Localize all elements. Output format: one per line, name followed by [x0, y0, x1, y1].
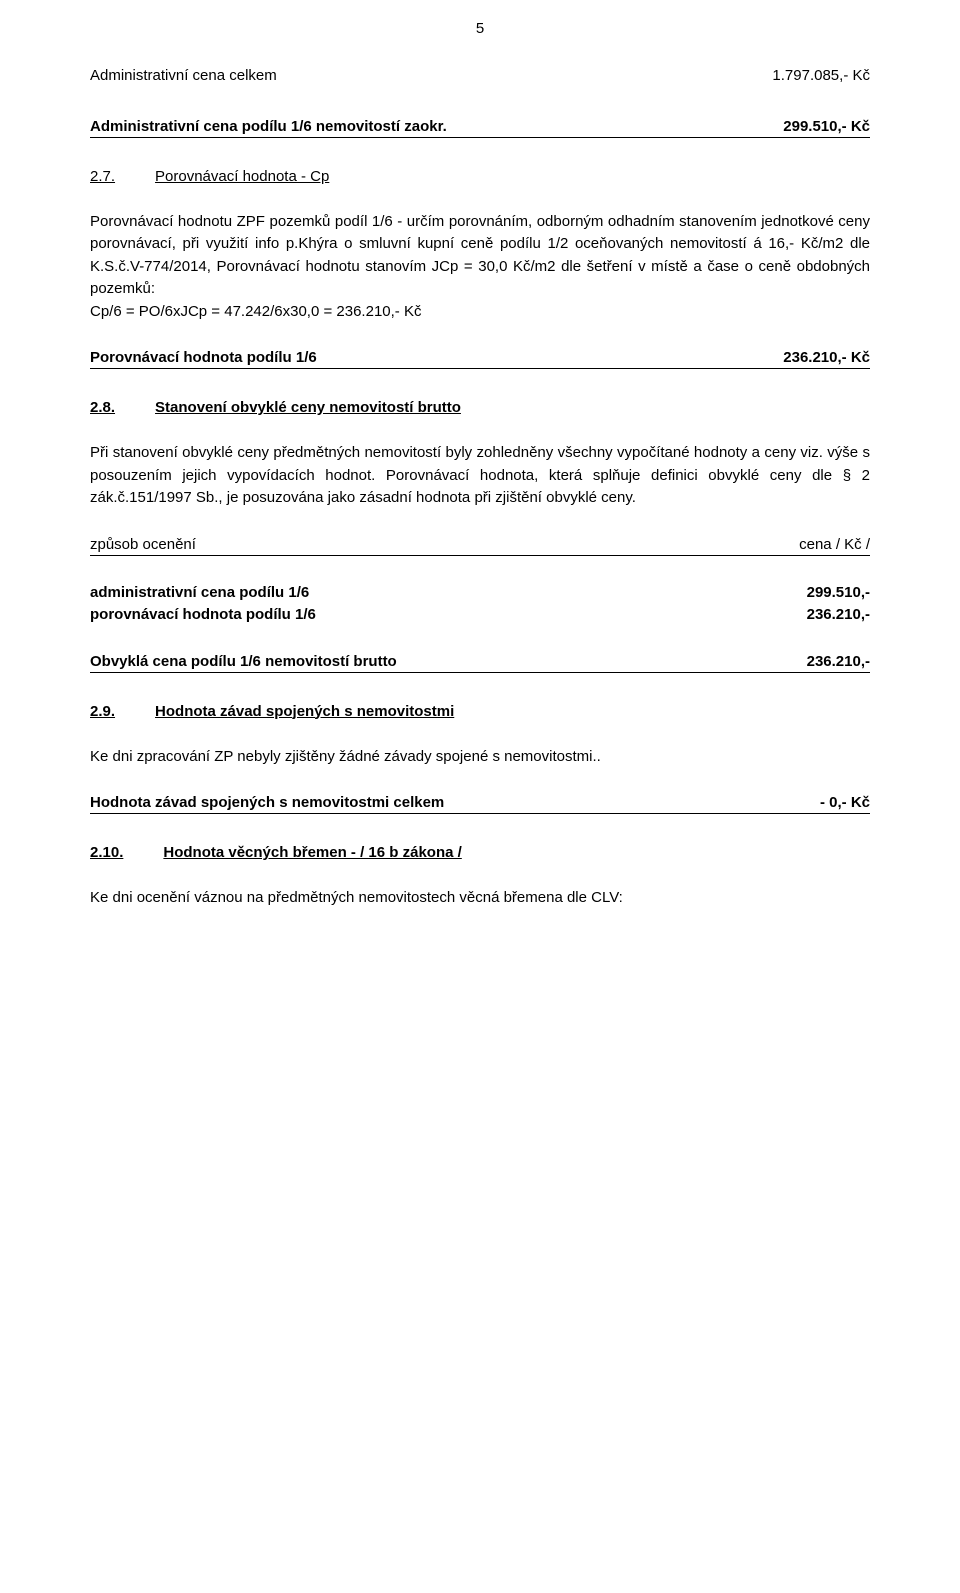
row-label: administrativní cena podílu 1/6: [90, 582, 309, 605]
section-2-10-title: Hodnota věcných břemen - / 16 b zákona /: [163, 844, 461, 861]
section-2-10-num: 2.10.: [90, 844, 123, 861]
admin-total-row: Administrativní cena celkem 1.797.085,- …: [90, 65, 870, 88]
section-2-8-result-label: Obvyklá cena podílu 1/6 nemovitostí brut…: [90, 653, 397, 670]
row-value: 299.510,-: [807, 582, 870, 605]
row-label: porovnávací hodnota podílu 1/6: [90, 604, 316, 627]
table-row: porovnávací hodnota podílu 1/6 236.210,-: [90, 604, 870, 627]
table-row: administrativní cena podílu 1/6 299.510,…: [90, 582, 870, 605]
section-2-7-heading: 2.7. Porovnávací hodnota - Cp: [90, 168, 870, 185]
section-2-7-calc: Cp/6 = PO/6xJCp = 47.242/6x30,0 = 236.21…: [90, 301, 870, 324]
document-page: 5 Administrativní cena celkem 1.797.085,…: [0, 0, 960, 1593]
section-2-9-para: Ke dni zpracování ZP nebyly zjištěny žád…: [90, 746, 870, 769]
section-2-8-result-row: Obvyklá cena podílu 1/6 nemovitostí brut…: [90, 653, 870, 673]
admin-share-row: Administrativní cena podílu 1/6 nemovito…: [90, 118, 870, 138]
method-row: způsob ocenění cena / Kč /: [90, 536, 870, 556]
section-2-7-result-value: 236.210,- Kč: [783, 349, 870, 366]
section-2-9-title: Hodnota závad spojených s nemovitostmi: [155, 703, 454, 720]
section-2-7-result-label: Porovnávací hodnota podílu 1/6: [90, 349, 317, 366]
section-2-10-para: Ke dni ocenění váznou na předmětných nem…: [90, 887, 870, 910]
method-value: cena / Kč /: [799, 536, 870, 553]
section-2-7-result-row: Porovnávací hodnota podílu 1/6 236.210,-…: [90, 349, 870, 369]
section-2-10-heading: 2.10. Hodnota věcných břemen - / 16 b zá…: [90, 844, 870, 861]
admin-total-value: 1.797.085,- Kč: [772, 65, 870, 88]
page-number: 5: [90, 20, 870, 37]
admin-share-value: 299.510,- Kč: [783, 118, 870, 135]
admin-total-label: Administrativní cena celkem: [90, 65, 277, 88]
section-2-9-heading: 2.9. Hodnota závad spojených s nemovitos…: [90, 703, 870, 720]
row-value: 236.210,-: [807, 604, 870, 627]
section-2-8-para: Při stanovení obvyklé ceny předmětných n…: [90, 442, 870, 510]
admin-share-label: Administrativní cena podílu 1/6 nemovito…: [90, 118, 447, 135]
section-2-9-result-label: Hodnota závad spojených s nemovitostmi c…: [90, 794, 444, 811]
section-2-8-result-value: 236.210,-: [807, 653, 870, 670]
section-2-8-heading: 2.8. Stanovení obvyklé ceny nemovitostí …: [90, 399, 870, 416]
section-2-9-num: 2.9.: [90, 703, 115, 720]
method-label: způsob ocenění: [90, 536, 196, 553]
section-2-7-title: Porovnávací hodnota - Cp: [155, 168, 329, 185]
section-2-9-result-value: - 0,- Kč: [820, 794, 870, 811]
section-2-9-result-row: Hodnota závad spojených s nemovitostmi c…: [90, 794, 870, 814]
section-2-7-num: 2.7.: [90, 168, 115, 185]
section-2-7-para: Porovnávací hodnotu ZPF pozemků podíl 1/…: [90, 211, 870, 301]
section-2-8-title: Stanovení obvyklé ceny nemovitostí brutt…: [155, 399, 461, 416]
section-2-8-num: 2.8.: [90, 399, 115, 416]
